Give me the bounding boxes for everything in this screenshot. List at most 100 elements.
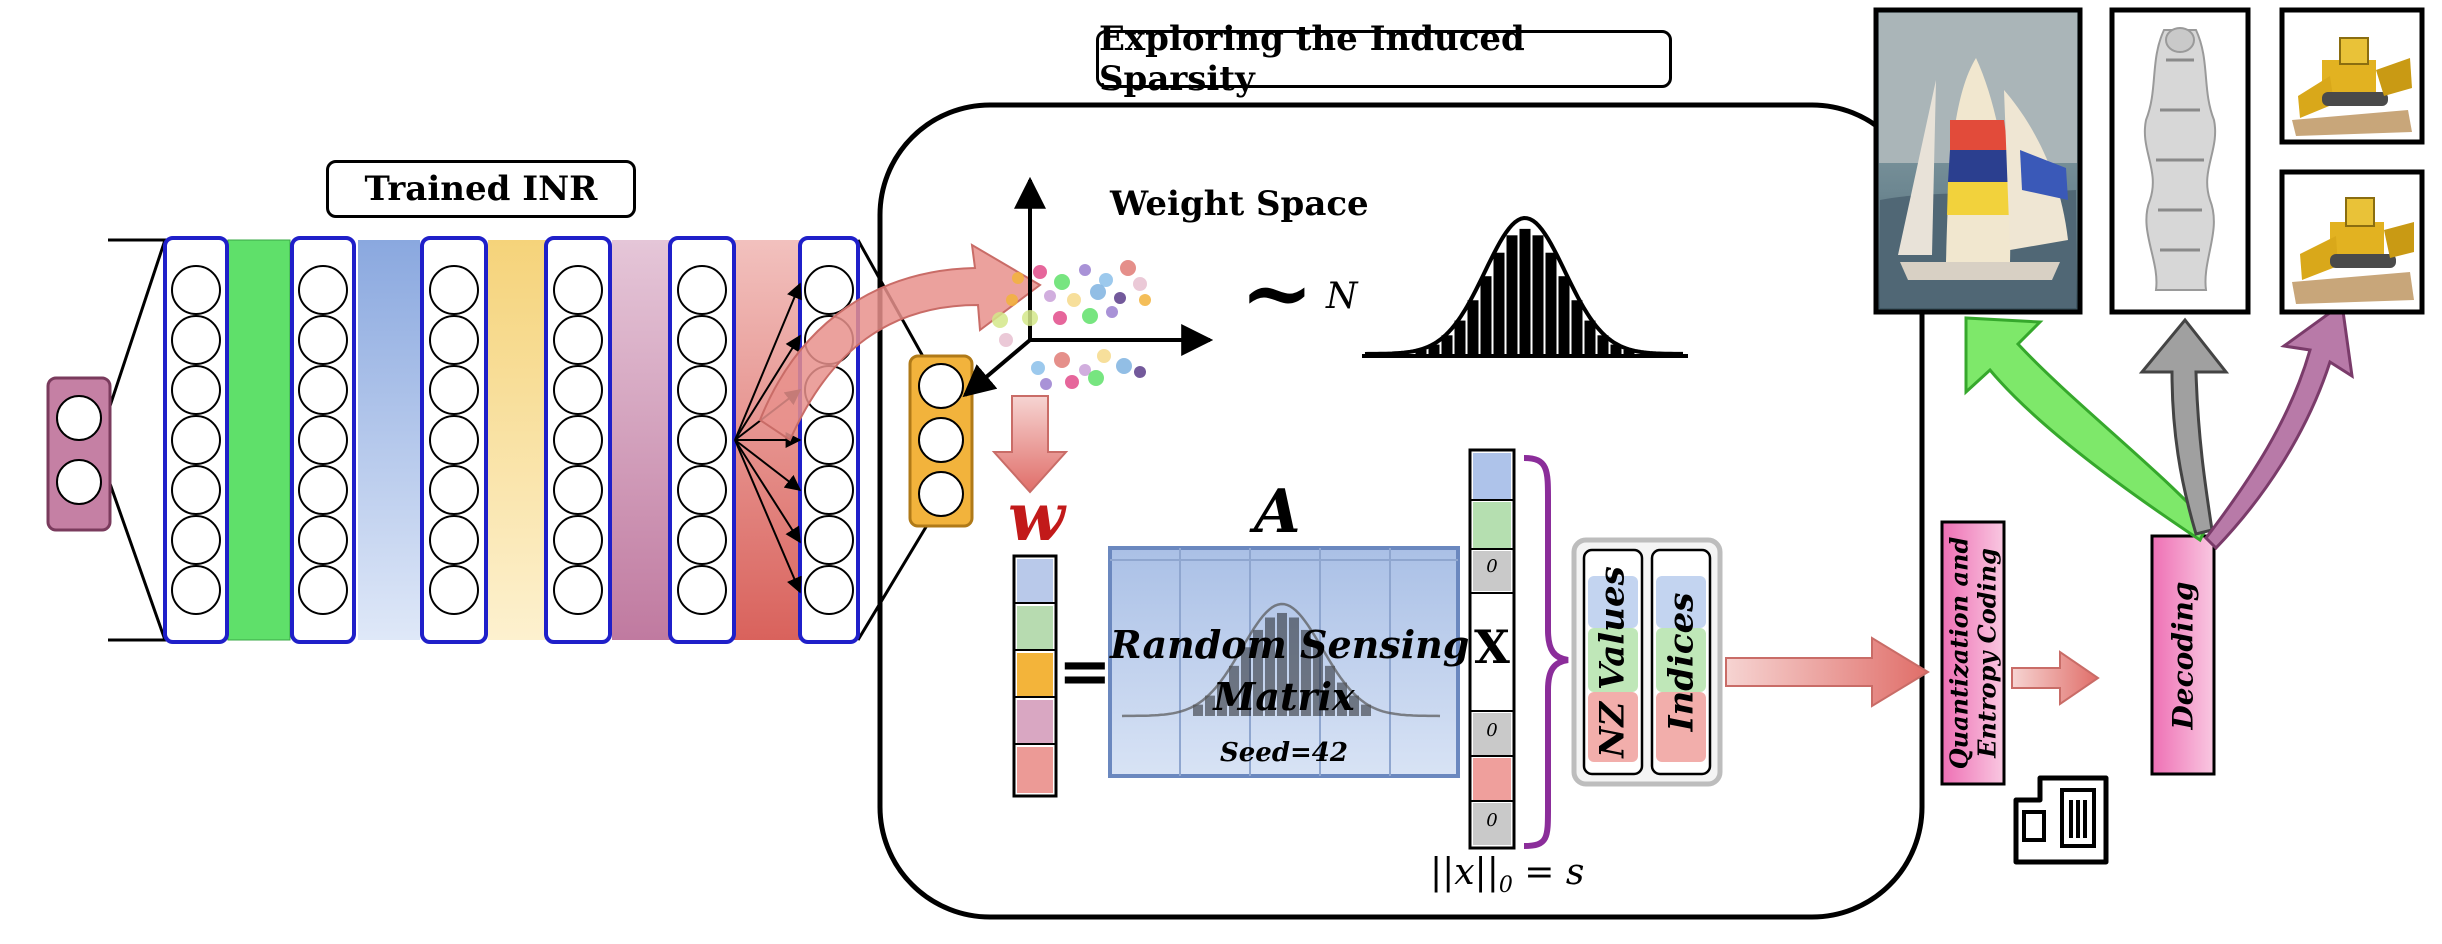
neuron: [429, 415, 479, 465]
neuron: [298, 415, 348, 465]
norm-text: ||x||: [1430, 852, 1499, 893]
neuron: [429, 465, 479, 515]
weight-point: [1088, 370, 1104, 386]
nz-values-label: NZ Values: [1593, 566, 1633, 758]
histogram-bar: [1571, 300, 1583, 354]
output-layer: [908, 354, 974, 528]
decoding-box: [2150, 534, 2216, 776]
x-zero-1: 0: [1486, 556, 1498, 577]
histogram-bar: [1428, 344, 1440, 354]
histogram-bar: [1313, 647, 1323, 716]
bulldozer-image-bottom: [2279, 169, 2425, 315]
neuron: [298, 265, 348, 315]
weight-point: [1082, 308, 1098, 324]
histogram-bar: [1241, 647, 1251, 716]
norm-subscript: 0: [1498, 873, 1513, 899]
weight-point: [1067, 293, 1081, 307]
weight-point: [1079, 364, 1091, 376]
input-layer: [46, 376, 112, 532]
neuron: [677, 515, 727, 565]
weight-point: [1139, 294, 1151, 306]
histogram-bar: [1558, 276, 1570, 354]
output-arrow-shape: [2138, 317, 2230, 536]
indices-label: Indices: [1661, 592, 1702, 732]
trained-inr-label: Trained INR: [326, 160, 636, 218]
histogram-bar: [1205, 695, 1215, 716]
weight-point: [992, 312, 1008, 328]
norm-rhs: = s: [1524, 852, 1585, 893]
random-sensing-label: Random Sensing: [1110, 622, 1470, 667]
neuron: [298, 565, 348, 615]
histogram-bar: [1265, 617, 1275, 716]
neuron: [171, 315, 221, 365]
neuron: [171, 265, 221, 315]
histogram-bar: [1193, 704, 1203, 716]
histogram-bar: [1217, 682, 1227, 716]
histogram-bar: [1545, 252, 1557, 354]
neuron: [804, 415, 854, 465]
seed-label: Seed=42: [1219, 738, 1348, 768]
neuron: [429, 565, 479, 615]
w-vector: [1012, 554, 1058, 798]
neuron: [804, 515, 854, 565]
neuron: [677, 565, 727, 615]
histogram-bar: [1349, 695, 1359, 716]
neuron: [429, 365, 479, 415]
weight-point: [1044, 290, 1056, 302]
bulldozer-image-top: [2279, 7, 2425, 145]
weight-point: [1065, 375, 1079, 389]
exploration-panel: [877, 102, 1925, 920]
w-symbol: w: [1008, 478, 1065, 556]
weight-layer-mauve: [612, 240, 670, 640]
histogram-bar: [1584, 320, 1596, 354]
histogram-bar: [1289, 617, 1299, 716]
weight-point: [1120, 260, 1136, 276]
histogram-bar: [1493, 252, 1505, 354]
neuron: [298, 465, 348, 515]
l0-norm-constraint: ||x||0 = s: [1430, 852, 1584, 898]
neuron: [677, 415, 727, 465]
arrow-to-decoding: [2011, 650, 2100, 706]
weight-point: [1040, 378, 1052, 390]
weight-layer-yellow: [488, 240, 546, 640]
neuron: [298, 315, 348, 365]
sensing-matrix: [1108, 546, 1460, 778]
neuron: [298, 365, 348, 415]
extract-weights-arrow: [758, 243, 1042, 442]
histogram-bar: [1519, 228, 1531, 354]
weight-point: [1031, 361, 1045, 375]
x-zero-3: 0: [1486, 810, 1498, 831]
weight-point: [1114, 292, 1126, 304]
histogram-bar: [1597, 335, 1609, 354]
quantization-box: [1940, 520, 2006, 786]
weight-point: [1022, 310, 1038, 326]
neuron: [677, 365, 727, 415]
neuron: [171, 515, 221, 565]
neuron: [298, 515, 348, 565]
weight-point: [999, 333, 1013, 347]
weight-point: [1090, 284, 1106, 300]
histogram-bar: [1623, 349, 1635, 354]
weight-point: [1054, 352, 1070, 368]
network-trapezoid-left: [108, 238, 167, 642]
histogram-bar: [1454, 320, 1466, 354]
histogram-bar: [1277, 612, 1287, 716]
tilde-symbol: ~: [1240, 240, 1314, 344]
exploring-sparsity-label: Exploring the Induced Sparsity: [1096, 19, 1672, 99]
weight-point: [1097, 349, 1111, 363]
sailboat-image: [1873, 7, 2083, 315]
weight-space-label: Weight Space: [1110, 184, 1369, 224]
quantization-label: Quantization and Entropy Coding: [1942, 522, 2004, 784]
neuron: [171, 415, 221, 465]
matrix-word-label: Matrix: [1213, 674, 1355, 719]
weight-point: [1106, 306, 1118, 318]
histogram-bar: [1361, 704, 1371, 716]
neuron: [804, 465, 854, 515]
histogram-bar: [1301, 629, 1311, 716]
normal-symbol: N: [1326, 276, 1358, 317]
support-brace: [1523, 455, 1569, 849]
neuron: [429, 265, 479, 315]
weight-point: [1099, 273, 1113, 287]
